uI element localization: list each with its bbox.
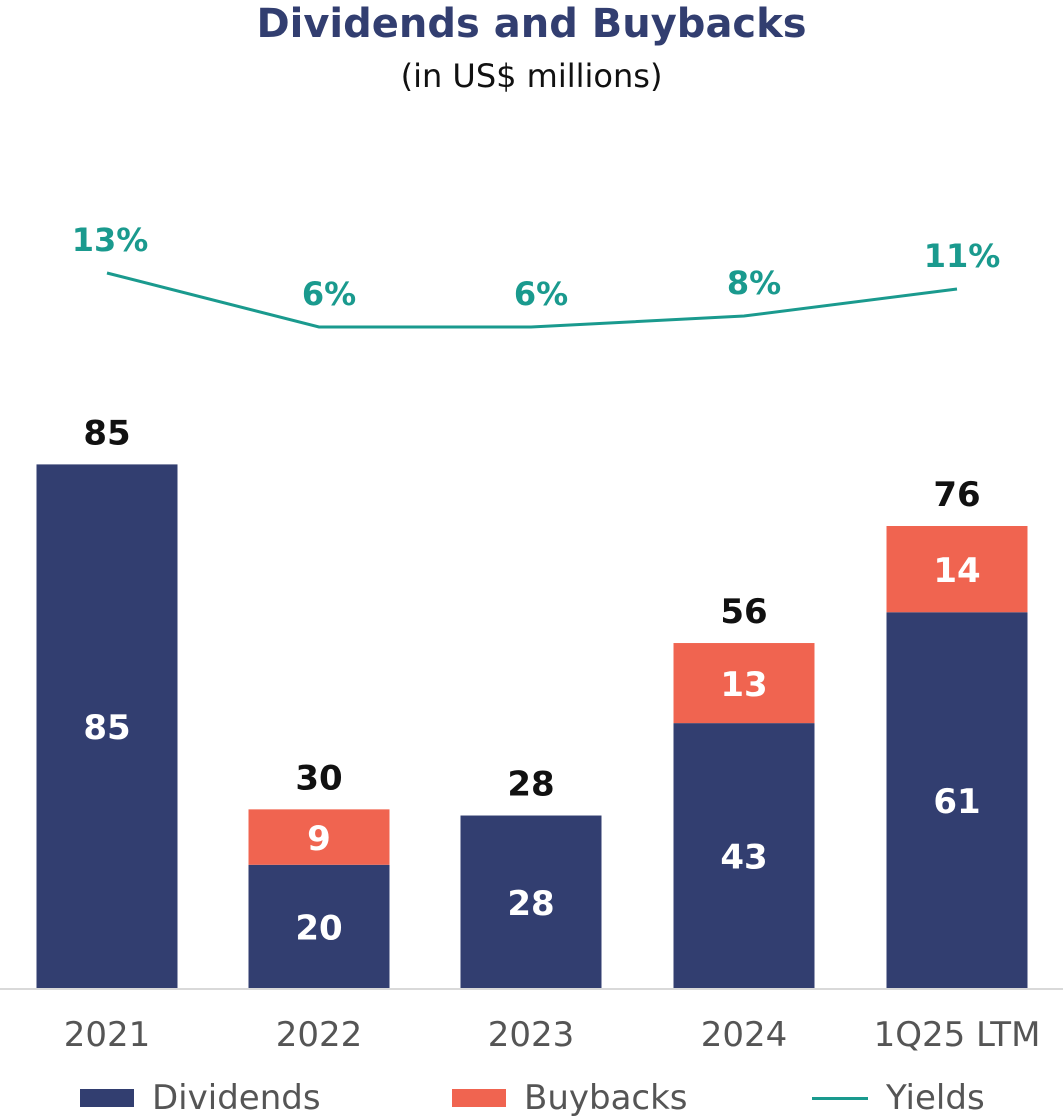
legend-line-yields bbox=[812, 1096, 868, 1100]
yield-label-1q25-ltm: 11% bbox=[924, 237, 1001, 275]
total-label-2023: 28 bbox=[507, 765, 554, 805]
yield-line bbox=[106, 271, 958, 329]
legend-label-buybacks: Buybacks bbox=[524, 1078, 688, 1118]
bar-buybacks-2022 bbox=[248, 809, 390, 865]
data-label-buybacks-2022: 9 bbox=[307, 819, 331, 859]
bar-dividends-2022 bbox=[248, 864, 390, 988]
x-tick-label-1q25-ltm: 1Q25 LTM bbox=[874, 1015, 1041, 1055]
data-label-dividends-2022: 20 bbox=[295, 908, 342, 948]
bar-buybacks-2024 bbox=[673, 643, 815, 724]
total-label-2024: 56 bbox=[720, 592, 767, 632]
x-tick-label-2021: 2021 bbox=[64, 1015, 151, 1055]
bar-dividends-1q25-ltm bbox=[886, 612, 1028, 988]
legend: Dividends Buybacks Yields bbox=[0, 1076, 1063, 1120]
chart-subtitle: (in US$ millions) bbox=[400, 57, 663, 95]
bar-dividends-2023 bbox=[460, 815, 602, 988]
yield-label-2021: 13% bbox=[72, 221, 149, 259]
x-tick-label-2023: 2023 bbox=[488, 1015, 575, 1055]
legend-label-yields: Yields bbox=[886, 1078, 985, 1118]
legend-item-buybacks: Buybacks bbox=[452, 1076, 688, 1120]
data-label-buybacks-2024: 13 bbox=[720, 665, 767, 705]
bar-buybacks-1q25-ltm bbox=[886, 526, 1028, 613]
legend-label-dividends: Dividends bbox=[152, 1078, 321, 1118]
chart-title: Dividends and Buybacks bbox=[256, 1, 807, 47]
total-label-2021: 85 bbox=[83, 413, 130, 453]
bar-dividends-2024 bbox=[673, 723, 815, 988]
x-tick-label-2022: 2022 bbox=[276, 1015, 363, 1055]
data-label-dividends-1q25-ltm: 61 bbox=[933, 782, 980, 822]
bar-dividends-2021 bbox=[36, 464, 178, 988]
legend-item-yields: Yields bbox=[812, 1076, 985, 1120]
x-tick-label-2024: 2024 bbox=[701, 1015, 788, 1055]
data-label-dividends-2021: 85 bbox=[83, 708, 130, 748]
legend-swatch-dividends bbox=[80, 1089, 134, 1107]
total-label-2022: 30 bbox=[295, 758, 342, 798]
total-label-1q25-ltm: 76 bbox=[933, 475, 980, 515]
data-label-dividends-2023: 28 bbox=[507, 884, 554, 924]
data-label-dividends-2024: 43 bbox=[720, 838, 767, 878]
yield-label-2023: 6% bbox=[514, 275, 568, 313]
data-label-buybacks-1q25-ltm: 14 bbox=[933, 551, 980, 591]
legend-item-dividends: Dividends bbox=[80, 1076, 321, 1120]
plot-area: 85 85 2021 20 9 30 2022 28 28 2023 43 13 56 2024 61 14 7… bbox=[0, 221, 1063, 1055]
yield-label-2024: 8% bbox=[727, 264, 781, 302]
legend-swatch-buybacks bbox=[452, 1089, 506, 1107]
yield-label-2022: 6% bbox=[302, 275, 356, 313]
